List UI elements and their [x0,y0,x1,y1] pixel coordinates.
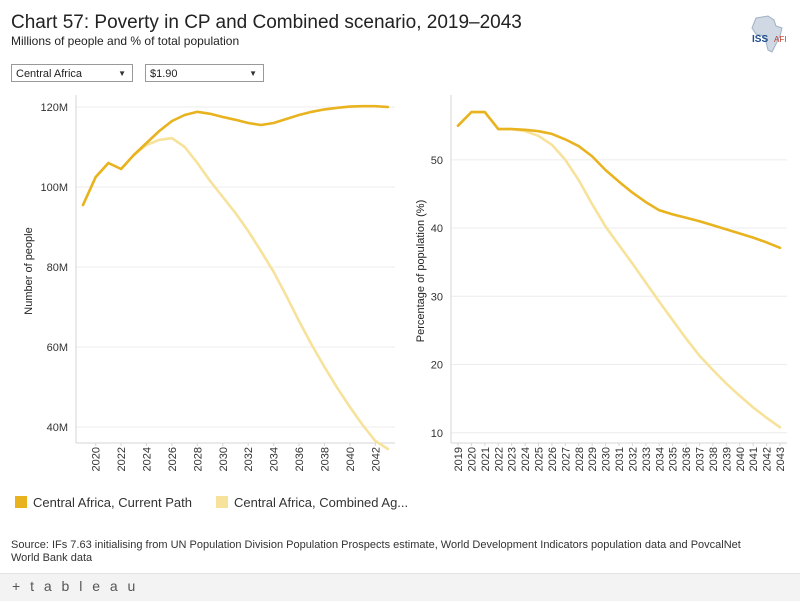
logo-afi-text: AFI [774,35,786,44]
region-select[interactable]: Central Africa ▼ [11,64,133,82]
pct-x-tick-label: 2042 [762,447,774,471]
pct-y-tick-label: 20 [431,360,443,372]
pct-y-axis-title: Percentage of population (%) [415,200,427,342]
pct-x-tick-label: 2039 [721,447,733,471]
legend-label-current-path: Central Africa, Current Path [33,495,192,510]
pct-x-tick-label: 2020 [466,447,478,471]
pct-x-tick-label: 2027 [560,447,572,471]
legend-swatch-current-path [15,496,27,508]
count-x-tick-label: 2024 [142,447,154,471]
source-note: Source: IFs 7.63 initialising from UN Po… [11,539,741,563]
africa-shape [751,15,783,53]
pct-x-tick-label: 2031 [614,447,626,471]
legend-item-combined[interactable]: Central Africa, Combined Ag... [216,495,408,510]
count-x-tick-label: 2022 [116,447,128,471]
region-select-value: Central Africa [16,68,83,80]
count-y-tick-label: 60M [47,342,68,354]
pct-x-tick-label: 2038 [708,447,720,471]
pct-x-tick-label: 2026 [547,447,559,471]
pct-x-tick-label: 2029 [587,447,599,471]
count-y-tick-label: 80M [47,262,68,274]
chevron-down-icon: ▼ [249,69,257,78]
pct-x-tick-label: 2040 [735,447,747,471]
legend-swatch-combined [216,496,228,508]
threshold-select-value: $1.90 [150,68,178,80]
pct-x-tick-label: 2025 [534,447,546,471]
pct-series-current-path [456,110,782,250]
tableau-logo[interactable]: + t a b l e a u [12,578,139,594]
count-x-tick-label: 2032 [243,447,255,471]
chart-subtitle: Millions of people and % of total popula… [11,34,240,48]
pct-x-tick-label: 2034 [654,447,666,471]
count-x-tick-label: 2042 [370,447,382,471]
pct-x-tick-label: 2037 [695,447,707,471]
pct-x-tick-label: 2028 [574,447,586,471]
africa-map-icon: ISS AFI [751,15,786,53]
pct-x-tick-label: 2036 [681,447,693,471]
pct-x-tick-label: 2030 [601,447,613,471]
count-y-tick-label: 40M [47,422,68,434]
pct-x-tick-label: 2032 [627,447,639,471]
pct-x-tick-label: 2033 [641,447,653,471]
pct-y-tick-label: 40 [431,223,443,235]
pct-y-tick-label: 50 [431,155,443,167]
legend-item-current-path[interactable]: Central Africa, Current Path [15,495,192,510]
pct-y-tick-label: 10 [431,428,443,440]
legend-label-combined: Central Africa, Combined Ag... [234,495,409,510]
pct-x-tick-label: 2043 [775,447,787,471]
count-series-current-path [81,104,390,207]
count-x-tick-label: 2034 [269,447,281,471]
count-series-combined [81,136,390,451]
count-y-axis-title: Number of people [23,227,35,314]
count-x-tick-label: 2028 [192,447,204,471]
count-x-tick-label: 2040 [345,447,357,471]
count-x-tick-label: 2038 [319,447,331,471]
pct-x-tick-label: 2024 [520,447,532,471]
count-x-tick-label: 2036 [294,447,306,471]
chevron-down-icon: ▼ [118,69,126,78]
count-x-tick-label: 2026 [167,447,179,471]
logo-iss-text: ISS [752,34,768,45]
pct-x-tick-label: 2035 [668,447,680,471]
threshold-select[interactable]: $1.90 ▼ [145,64,264,82]
count-y-tick-label: 100M [40,182,68,194]
pct-x-tick-label: 2019 [453,447,465,471]
chart-title: Chart 57: Poverty in CP and Combined sce… [11,12,522,33]
count-y-tick-label: 120M [40,102,68,114]
pct-x-tick-label: 2041 [748,447,760,471]
pct-x-tick-label: 2023 [507,447,519,471]
pct-x-tick-label: 2022 [493,447,505,471]
pct-x-tick-label: 2021 [480,447,492,471]
pct-y-tick-label: 30 [431,291,443,303]
tableau-footer: + t a b l e a u [0,573,800,601]
count-x-tick-label: 2030 [218,447,230,471]
count-x-tick-label: 2020 [91,447,103,471]
